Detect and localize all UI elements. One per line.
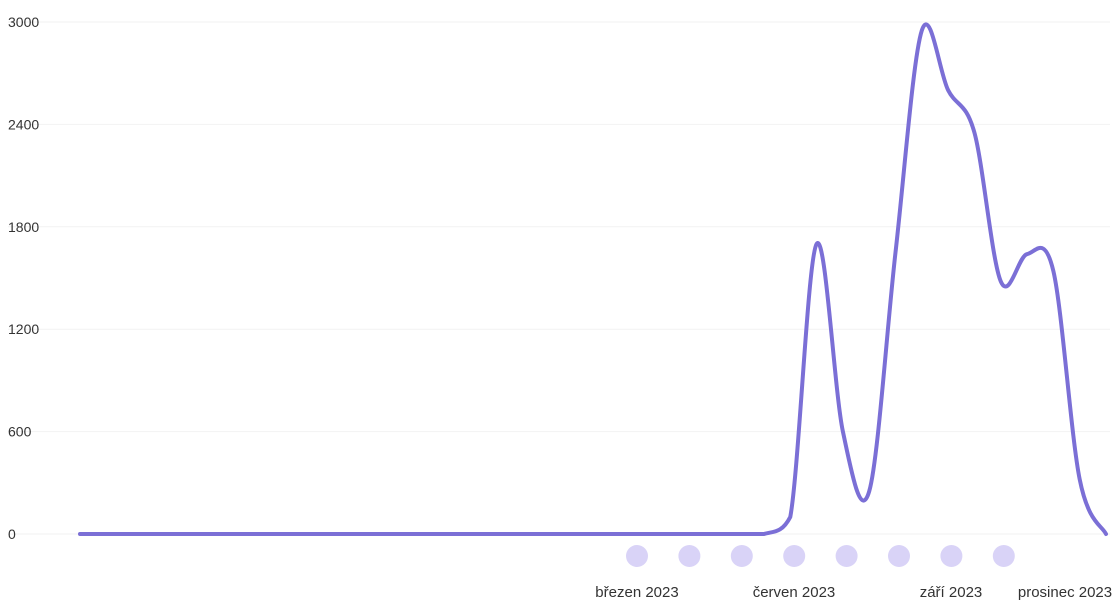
x-marker-dot (783, 545, 806, 567)
x-marker-dot (992, 545, 1015, 567)
grid-lines (8, 21, 1110, 535)
x-marker-dot (835, 545, 858, 567)
x-axis: březen 2023 červen 2023 září 2023 prosinec … (595, 584, 1112, 601)
x-marker-dot (940, 545, 963, 567)
x-tick-label: březen 2023 (595, 584, 678, 601)
x-marker-dot (888, 545, 910, 567)
x-marker-dot (678, 545, 701, 567)
y-tick-label: 3000 (8, 14, 39, 30)
y-tick-label: 2400 (8, 116, 39, 132)
y-tick-label: 600 (8, 424, 32, 440)
x-tick-label: září 2023 (920, 584, 983, 601)
y-tick-label: 1800 (8, 219, 39, 235)
x-axis-markers (626, 545, 1015, 567)
x-marker-dot (730, 545, 753, 567)
y-tick-label: 0 (8, 526, 16, 542)
x-marker-dot (626, 545, 648, 567)
series-line (78, 22, 1108, 537)
x-tick-label: červen 2023 (753, 584, 836, 601)
x-tick-label: prosinec 2023 (1018, 584, 1112, 601)
y-axis: 0 600 1200 1800 2400 3000 (8, 14, 39, 542)
y-tick-label: 1200 (8, 321, 39, 337)
